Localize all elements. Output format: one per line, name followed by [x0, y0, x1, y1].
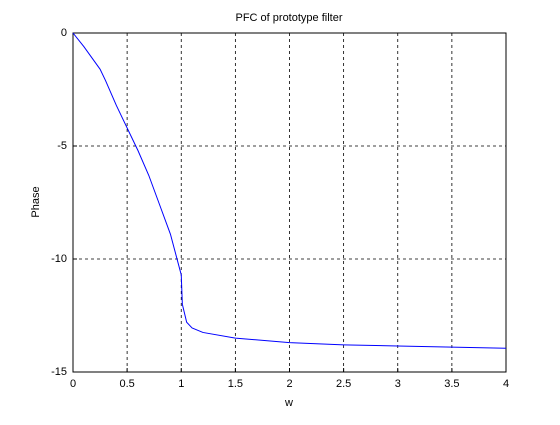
x-tick-label: 0.5 — [119, 378, 134, 390]
x-tick-label: 0 — [70, 378, 76, 390]
data-line — [72, 32, 507, 349]
y-tick-label: -15 — [51, 366, 67, 378]
y-axis-label: Phase — [30, 186, 42, 217]
x-tick-label: 1.5 — [228, 378, 243, 390]
x-axis-label: w — [284, 397, 293, 409]
y-tick-label: 0 — [61, 27, 67, 39]
x-tick-label: 3 — [395, 378, 401, 390]
x-tick-label: 2.5 — [336, 378, 351, 390]
y-tick-label: -10 — [51, 253, 67, 265]
chart-title: PFC of prototype filter — [236, 12, 343, 24]
x-tick-label: 1 — [178, 378, 184, 390]
x-tick-label: 4 — [503, 378, 509, 390]
y-tick-label: -5 — [57, 140, 67, 152]
x-tick-label: 3.5 — [444, 378, 459, 390]
x-tick-label: 2 — [286, 378, 292, 390]
